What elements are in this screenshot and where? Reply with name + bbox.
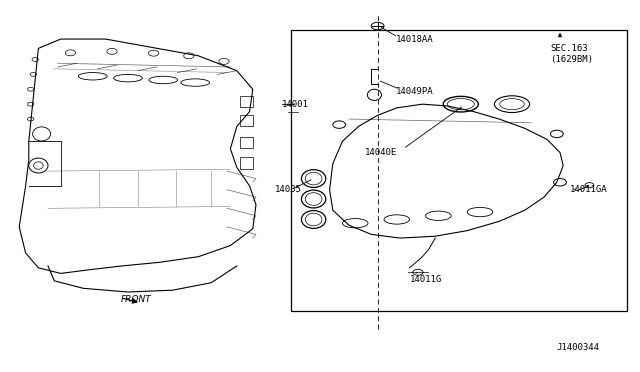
Text: SEC.163: SEC.163 — [550, 44, 588, 53]
Text: 14035: 14035 — [275, 185, 302, 194]
Text: J1400344: J1400344 — [557, 343, 600, 352]
Text: 14011G: 14011G — [410, 275, 442, 283]
Text: FRONT: FRONT — [120, 295, 151, 304]
Bar — [291, 30, 627, 311]
Text: (1629BM): (1629BM) — [550, 55, 593, 64]
Text: 14001: 14001 — [282, 100, 308, 109]
Text: 14040E: 14040E — [365, 148, 397, 157]
Text: 14018AA: 14018AA — [396, 35, 433, 44]
Text: 14011GA: 14011GA — [570, 185, 607, 194]
Text: 14049PA: 14049PA — [396, 87, 433, 96]
